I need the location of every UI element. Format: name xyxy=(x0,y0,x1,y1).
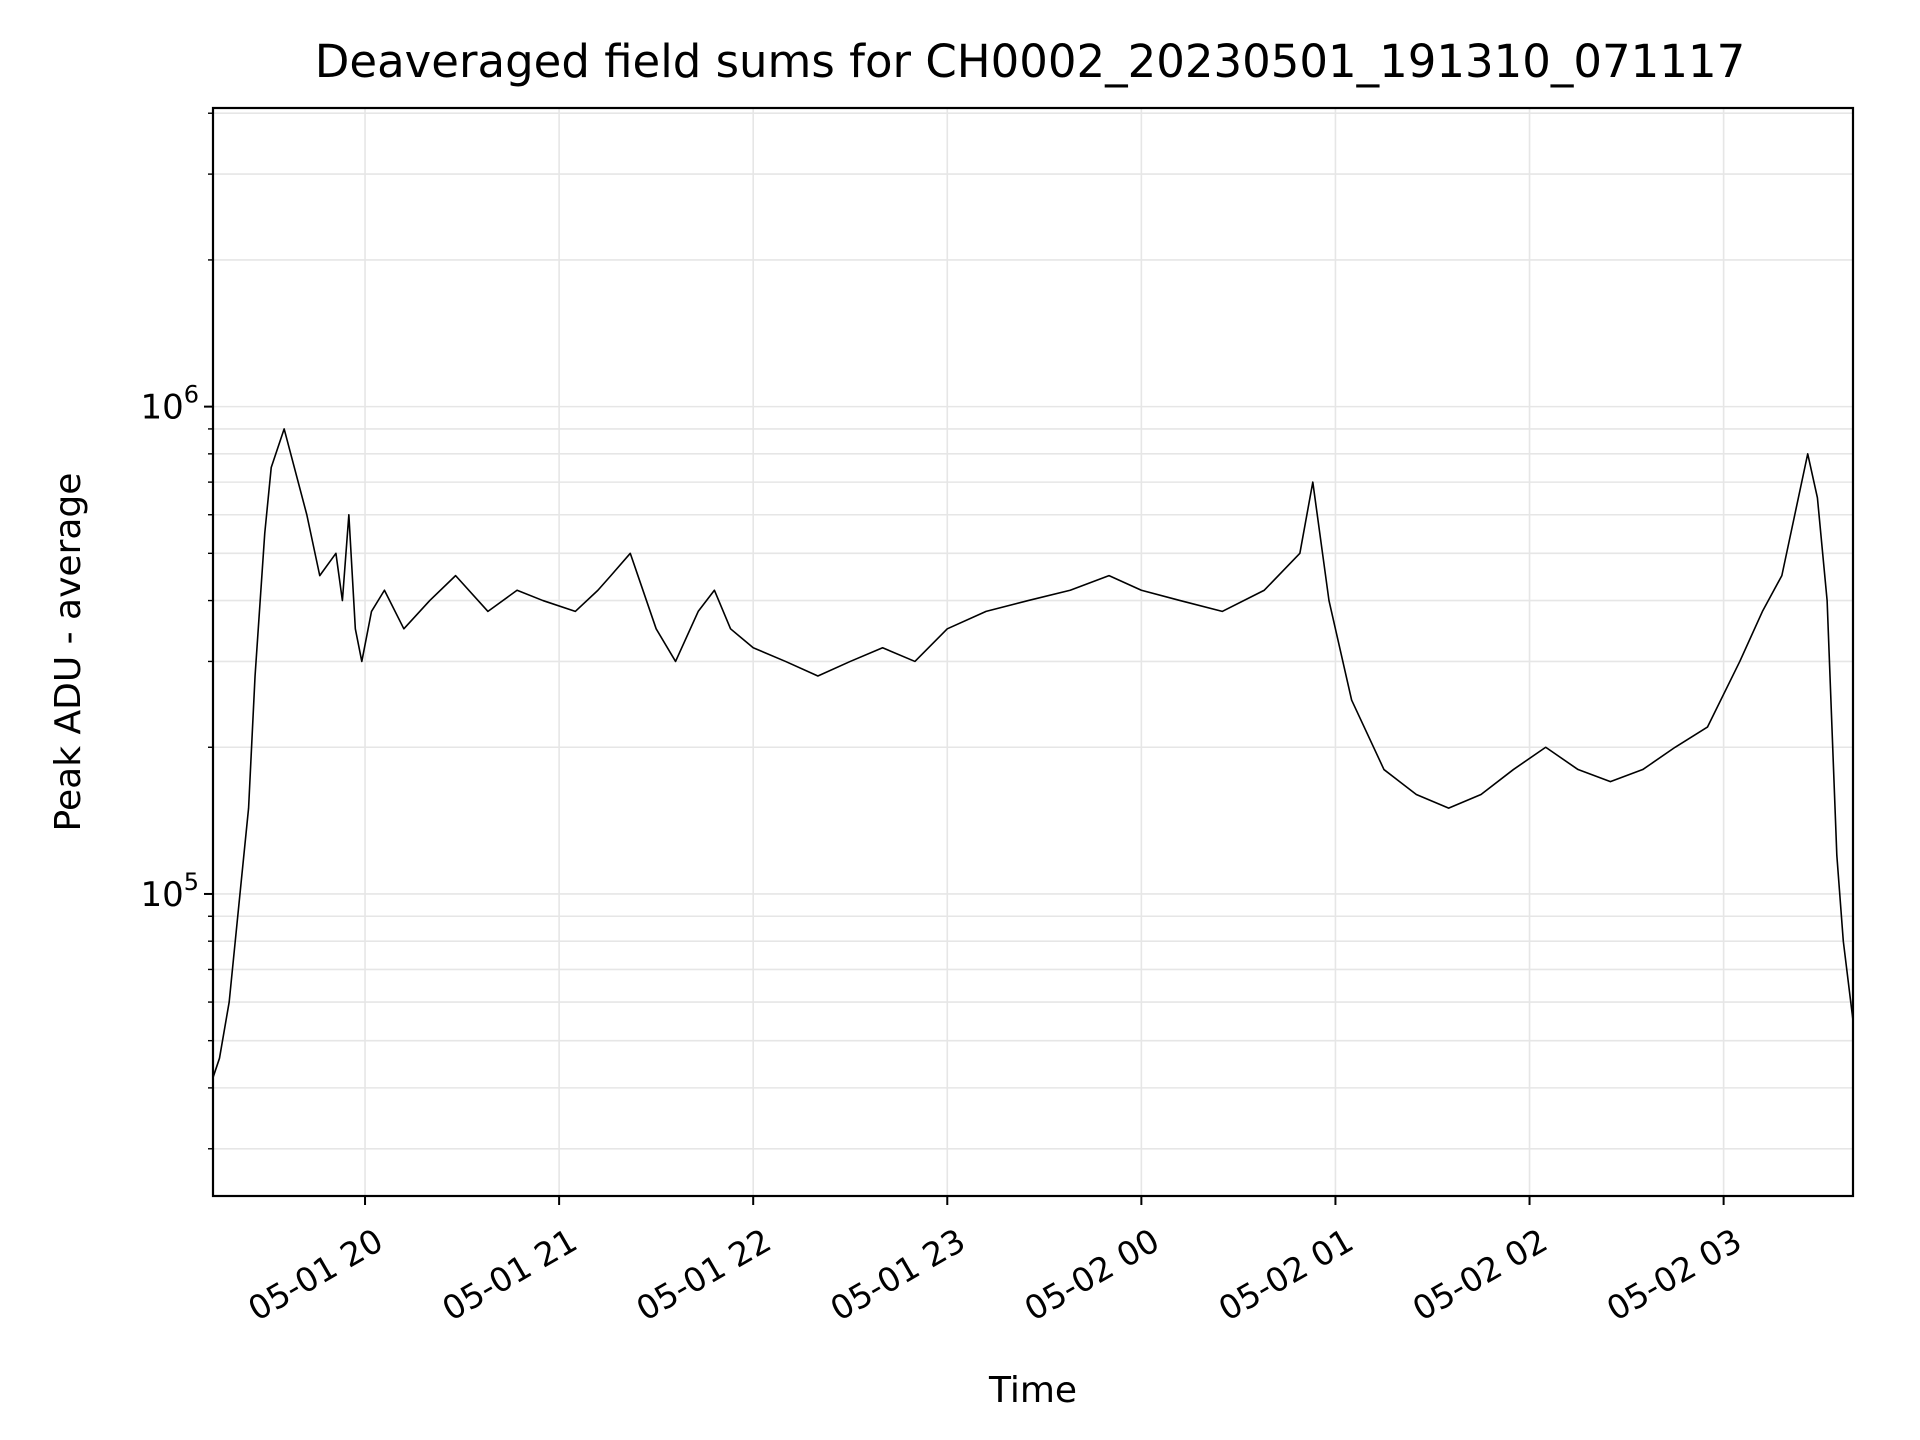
chart-title: Deaveraged field sums for CH0002_2023050… xyxy=(315,35,1745,88)
series-layer xyxy=(212,428,1854,1078)
y-tick-label: 106 xyxy=(140,381,199,428)
plot-frame xyxy=(211,106,1855,1198)
x-axis-label: Time xyxy=(988,1370,1077,1411)
series-line xyxy=(212,428,1854,1078)
y-tick-label: 105 xyxy=(140,868,199,915)
axis-ticks xyxy=(204,112,1725,1205)
y-axis-tick-labels: 105 106 xyxy=(140,381,199,915)
grid xyxy=(213,108,1853,1196)
y-axis-label: Peak ADU - average xyxy=(48,473,89,832)
